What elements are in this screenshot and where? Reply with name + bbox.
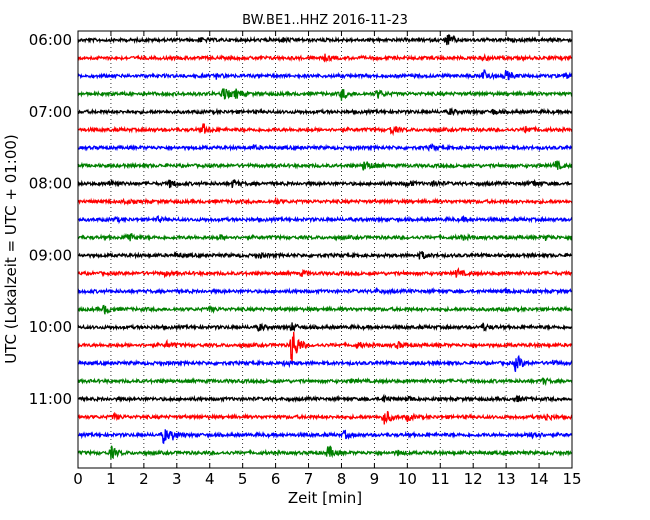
trace-1145 — [77, 445, 573, 460]
trace-0900 — [77, 250, 573, 260]
x-tick-label: 10 — [398, 470, 417, 488]
trace-0615 — [77, 53, 573, 63]
trace-0730 — [77, 143, 573, 152]
x-tick-label: 7 — [304, 470, 314, 488]
trace-0645 — [77, 88, 573, 101]
y-tick-label: 09:00 — [29, 246, 72, 264]
trace-0830 — [77, 215, 573, 225]
trace-0745 — [77, 160, 573, 171]
x-tick-label: 2 — [139, 470, 149, 488]
trace-1100 — [77, 393, 573, 404]
trace-0630 — [77, 69, 573, 81]
plot-frame — [77, 30, 573, 469]
y-tick-label: 08:00 — [29, 175, 72, 193]
trace-0945 — [77, 304, 573, 315]
grid-lines — [110, 31, 540, 468]
x-tick-label: 4 — [205, 470, 215, 488]
x-tick-label: 3 — [172, 470, 182, 488]
x-tick-label: 8 — [337, 470, 347, 488]
x-tick-label: 9 — [370, 470, 380, 488]
x-tick-label: 6 — [271, 470, 281, 488]
trace-1015 — [77, 331, 573, 364]
x-tick-label: 13 — [497, 470, 516, 488]
traces — [77, 33, 573, 460]
trace-0845 — [77, 232, 573, 242]
y-tick-label: 06:00 — [29, 31, 72, 49]
y-axis-label: UTC (Lokalzeit = UTC + 01:00) — [2, 134, 20, 364]
y-tick-label: 07:00 — [29, 103, 72, 121]
trace-1045 — [77, 376, 573, 387]
ticks: 0 1 2 3 4 5 6 7 8 9 10 11 12 13 14 1506:0007:0008:0009:… — [29, 31, 582, 488]
trace-0915 — [77, 267, 573, 279]
x-tick-label: 14 — [530, 470, 549, 488]
x-tick-label: 11 — [431, 470, 450, 488]
x-tick-label: 1 — [106, 470, 116, 488]
x-axis-label: Zeit [min] — [288, 489, 362, 507]
trace-1030 — [77, 354, 573, 373]
chart-title: BW.BE1..HHZ 2016-11-23 — [242, 13, 408, 28]
trace-0715 — [77, 123, 573, 137]
x-tick-label: 15 — [562, 470, 581, 488]
trace-0600 — [77, 33, 573, 46]
trace-0930 — [77, 286, 573, 296]
trace-0800 — [77, 178, 573, 189]
y-tick-label: 10:00 — [29, 318, 72, 336]
trace-0815 — [77, 196, 573, 206]
x-tick-label: 12 — [464, 470, 483, 488]
trace-0700 — [77, 107, 573, 117]
trace-1000 — [77, 322, 573, 333]
x-tick-label: 0 — [73, 470, 83, 488]
y-tick-label: 11:00 — [29, 390, 72, 408]
trace-1130 — [77, 429, 573, 445]
x-tick-label: 5 — [238, 470, 248, 488]
trace-1115 — [77, 410, 573, 425]
